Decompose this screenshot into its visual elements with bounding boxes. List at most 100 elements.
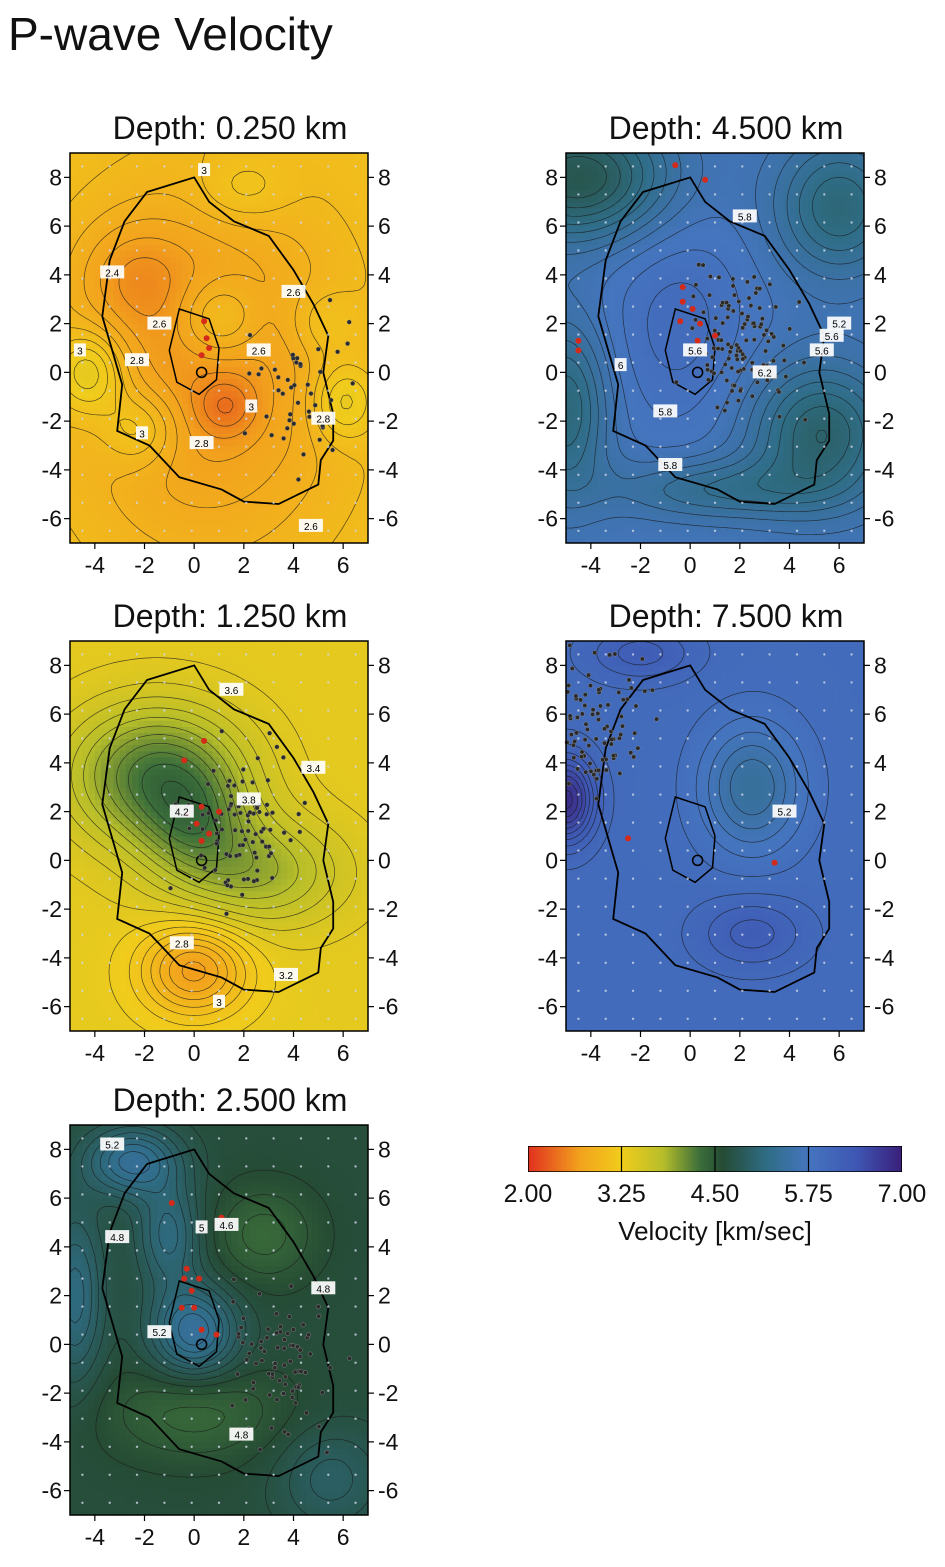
velocity-cell <box>715 360 722 367</box>
velocity-cell <box>572 268 580 276</box>
velocity-cell <box>256 506 264 514</box>
velocity-cell <box>652 256 660 264</box>
velocity-cell <box>578 262 586 270</box>
velocity-cell <box>640 457 648 465</box>
velocity-cell <box>659 512 666 520</box>
velocity-cell <box>343 408 350 416</box>
velocity-cell <box>324 226 332 233</box>
velocity-cell <box>343 207 350 215</box>
velocity-cell <box>665 207 673 215</box>
contour-label: 3 <box>139 429 145 440</box>
velocity-cell <box>621 488 629 495</box>
velocity-cell <box>163 488 170 495</box>
velocity-cell <box>181 463 189 471</box>
velocity-cell <box>175 384 183 392</box>
velocity-cell <box>76 366 84 373</box>
velocity-cell <box>169 171 177 178</box>
velocity-cell <box>212 488 220 495</box>
velocity-cell <box>566 530 573 538</box>
velocity-cell <box>299 335 307 343</box>
velocity-cell <box>621 299 629 306</box>
velocity-cell <box>256 457 264 465</box>
velocity-cell <box>299 280 307 288</box>
velocity-cell <box>132 518 139 526</box>
velocity-cell <box>243 280 251 288</box>
velocity-cell <box>293 500 301 508</box>
velocity-cell <box>299 171 307 178</box>
velocity-cell <box>101 408 108 416</box>
velocity-cell <box>578 524 586 532</box>
velocity-cell <box>671 335 679 343</box>
velocity-cell <box>690 256 697 264</box>
velocity-cell <box>361 396 368 404</box>
velocity-cell <box>597 366 604 373</box>
velocity-cell <box>144 348 152 355</box>
velocity-cell <box>212 518 220 526</box>
velocity-cell <box>187 171 195 178</box>
velocity-cell <box>274 512 282 520</box>
velocity-cell <box>312 268 319 276</box>
velocity-cell <box>200 299 208 306</box>
velocity-cell <box>132 280 139 288</box>
velocity-cell <box>243 372 251 380</box>
velocity-cell <box>355 360 363 367</box>
velocity-cell <box>597 408 604 416</box>
velocity-cell <box>578 421 586 428</box>
velocity-cell <box>200 475 208 483</box>
velocity-cell <box>603 427 611 434</box>
velocity-cell <box>262 153 270 160</box>
velocity-cell <box>566 311 573 319</box>
velocity-cell <box>82 268 90 276</box>
velocity-cell <box>262 250 270 258</box>
velocity-cell <box>243 335 251 343</box>
velocity-cell <box>634 415 642 422</box>
velocity-cell <box>597 262 604 270</box>
velocity-cell <box>150 287 158 294</box>
velocity-cell <box>219 293 226 300</box>
velocity-cell <box>634 421 642 428</box>
velocity-cell <box>231 512 239 520</box>
velocity-cell <box>361 366 368 373</box>
velocity-cell <box>88 287 96 294</box>
velocity-cell <box>609 311 617 319</box>
velocity-cell <box>621 153 629 160</box>
velocity-cell <box>231 201 239 209</box>
velocity-cell <box>175 329 183 337</box>
velocity-cell <box>708 360 716 367</box>
velocity-cell <box>343 153 350 160</box>
velocity-cell <box>138 311 146 319</box>
velocity-cell <box>572 378 580 386</box>
velocity-cell <box>243 482 251 489</box>
velocity-cell <box>305 189 313 197</box>
velocity-cell <box>361 354 368 361</box>
velocity-cell <box>628 195 635 203</box>
velocity-cell <box>169 189 177 197</box>
velocity-cell <box>305 226 313 233</box>
velocity-cell <box>175 244 183 252</box>
velocity-cell <box>628 408 635 416</box>
velocity-cell <box>125 390 133 398</box>
velocity-cell <box>194 469 201 477</box>
velocity-cell <box>156 512 164 520</box>
velocity-cell <box>708 482 716 489</box>
velocity-cell <box>578 287 586 294</box>
velocity-cell <box>88 506 96 514</box>
velocity-cell <box>665 378 673 386</box>
velocity-cell <box>646 189 654 197</box>
velocity-cell <box>628 329 635 337</box>
velocity-cell <box>566 165 573 172</box>
velocity-cell <box>621 372 629 380</box>
velocity-cell <box>330 177 338 185</box>
velocity-cell <box>88 250 96 258</box>
velocity-cell <box>88 323 96 331</box>
velocity-cell <box>603 201 611 209</box>
velocity-cell <box>150 384 158 392</box>
velocity-cell <box>169 396 177 404</box>
velocity-cell <box>715 177 722 185</box>
velocity-cell <box>200 390 208 398</box>
velocity-cell <box>94 427 102 434</box>
velocity-cell <box>262 384 270 392</box>
velocity-cell <box>597 463 604 471</box>
velocity-cell <box>590 335 598 343</box>
